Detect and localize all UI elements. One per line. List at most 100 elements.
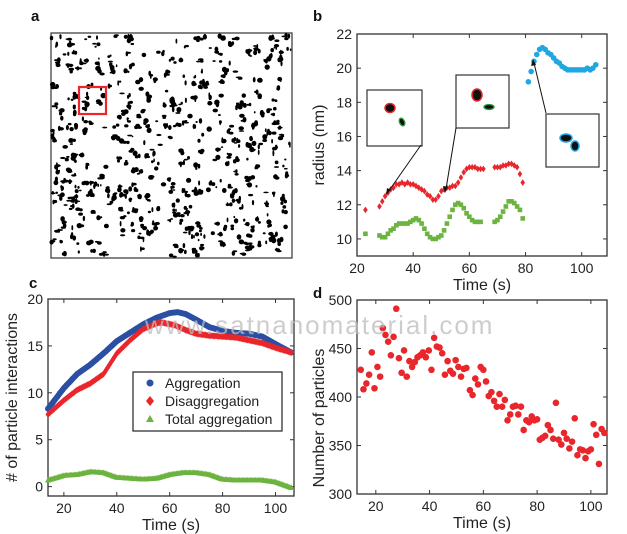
y-tick-label: 20 xyxy=(336,60,352,76)
diamond-marker xyxy=(500,162,506,169)
particle-blob xyxy=(126,211,130,215)
particle-blob xyxy=(257,149,260,156)
particle-blob xyxy=(74,184,77,189)
particle-blob xyxy=(152,77,158,82)
particle-blob xyxy=(219,120,222,126)
particle-blob xyxy=(94,240,99,243)
x-tick-label: 80 xyxy=(215,500,231,516)
particle-blob xyxy=(128,150,133,153)
particle-blob xyxy=(62,145,68,149)
micrograph-panel xyxy=(49,32,293,259)
square-marker xyxy=(469,217,475,223)
circle-marker xyxy=(493,403,501,411)
particle-blob xyxy=(127,70,130,74)
particle-blob xyxy=(149,73,152,79)
diamond-marker xyxy=(419,186,424,193)
particle-blob xyxy=(83,127,88,132)
diamond-marker xyxy=(517,170,523,178)
particle-blob xyxy=(119,92,125,95)
particle-blob xyxy=(140,247,144,250)
plot-area xyxy=(356,299,608,495)
cyan-cluster xyxy=(559,133,573,143)
particle-blob xyxy=(156,50,161,54)
particle-blob xyxy=(248,176,251,180)
particle-blob xyxy=(254,90,258,94)
particle-blob xyxy=(100,184,102,187)
particle-blob xyxy=(179,161,182,168)
particle-blob xyxy=(223,188,226,191)
green-cluster xyxy=(398,117,406,127)
particle-blob xyxy=(260,112,265,115)
particle-blob xyxy=(54,59,58,62)
particle-blob xyxy=(218,93,224,98)
particle-blob xyxy=(215,154,221,160)
particle-blob xyxy=(74,153,79,156)
square-marker xyxy=(410,217,416,223)
particle-blob xyxy=(233,218,239,224)
particle-blobs xyxy=(49,32,292,258)
particle-blob xyxy=(72,104,76,110)
green-cluster xyxy=(483,103,495,111)
particle-blob xyxy=(173,61,177,64)
circle-marker xyxy=(376,373,384,380)
particle-blob xyxy=(184,249,187,254)
particle-blob xyxy=(246,233,251,238)
particle-blob xyxy=(97,183,100,187)
particle-blob xyxy=(61,252,67,256)
particle-blob xyxy=(52,238,57,241)
particle-blob xyxy=(212,108,218,113)
square-marker xyxy=(444,221,450,226)
circle-marker xyxy=(408,363,416,371)
series-total-aggregation xyxy=(45,468,295,490)
particle-blob xyxy=(144,153,150,157)
particle-blob xyxy=(197,163,201,169)
y-tick-label: 0 xyxy=(35,479,43,495)
particle-blob xyxy=(199,150,204,155)
particle-blob xyxy=(178,214,181,218)
particle-blob xyxy=(93,183,96,190)
particle-blob xyxy=(222,243,225,248)
particle-blob xyxy=(273,174,278,180)
y-tick-label: 22 xyxy=(336,26,352,42)
square-marker xyxy=(422,226,427,231)
particle-blob xyxy=(194,249,198,254)
particle-blob xyxy=(149,148,155,151)
circle-marker xyxy=(469,391,476,399)
particle-blob xyxy=(157,143,163,146)
square-marker xyxy=(402,221,408,226)
particle-blob xyxy=(239,252,245,255)
diamond-marker xyxy=(509,160,514,168)
particle-blob xyxy=(89,181,95,184)
x-tick-label: 60 xyxy=(162,500,178,516)
square-marker xyxy=(438,233,444,238)
circle-marker xyxy=(392,305,400,313)
particle-blob xyxy=(163,123,167,127)
circle-marker xyxy=(471,375,479,382)
particle-blob xyxy=(123,161,129,166)
particle-blob xyxy=(143,121,147,125)
particle-blob xyxy=(145,124,151,129)
particle-blob xyxy=(61,180,66,184)
particle-blob xyxy=(277,57,282,63)
circle-marker xyxy=(444,357,451,365)
particle-blob xyxy=(74,198,78,204)
particle-blob xyxy=(119,209,124,212)
particle-blob xyxy=(134,125,139,128)
particle-blob xyxy=(227,186,233,189)
square-marker xyxy=(503,204,509,209)
particle-blob xyxy=(74,189,79,194)
particle-blob xyxy=(187,113,193,119)
particle-blob xyxy=(172,208,176,212)
circle-marker xyxy=(533,416,541,423)
particle-blob xyxy=(199,246,204,251)
particle-blob xyxy=(248,102,252,107)
particle-blob xyxy=(126,120,132,123)
particle-blob xyxy=(50,134,54,140)
particle-blob xyxy=(172,255,177,258)
square-marker xyxy=(509,199,514,204)
circle-marker xyxy=(457,373,465,380)
particle-blob xyxy=(135,79,141,85)
particle-blob xyxy=(227,128,231,131)
particle-blob xyxy=(235,105,238,111)
